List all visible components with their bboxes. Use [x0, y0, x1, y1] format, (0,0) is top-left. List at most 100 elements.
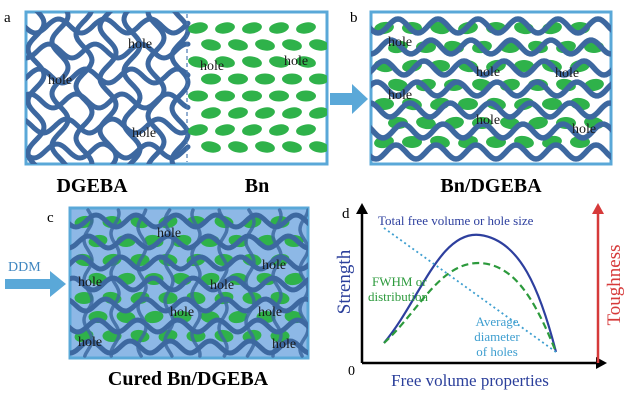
- bn-particle: [228, 310, 248, 324]
- hole-label: hole: [258, 305, 282, 320]
- dgeba-chain: [371, 121, 611, 141]
- bn-particle: [242, 22, 262, 34]
- bn-particle: [542, 98, 562, 110]
- bn-particle: [228, 73, 248, 85]
- dgeba-chain: [70, 317, 308, 335]
- dgeba-chain: [97, 12, 119, 164]
- dgeba-chain: [371, 58, 611, 78]
- avg-label-line2: diameter: [474, 329, 520, 344]
- caption-bn: Bn: [245, 175, 269, 197]
- hole-label: hole: [78, 335, 102, 350]
- bn-particle: [242, 56, 262, 68]
- bn-particle: [215, 22, 235, 34]
- hole-label: hole: [476, 65, 500, 80]
- hole-label: hole: [476, 113, 500, 128]
- panel-c: c DDM hole hole hole hole hole hole hole…: [5, 206, 310, 390]
- dgeba-chain: [70, 233, 308, 251]
- panel-d-label: d: [342, 206, 350, 222]
- panel-a-hole-labels: hole hole hole hole hole: [48, 37, 308, 141]
- bn-particle: [215, 124, 235, 136]
- fwhm-label-line2: distribution: [368, 289, 428, 304]
- bn-particle: [228, 107, 248, 119]
- bn-particle: [296, 90, 316, 102]
- crosslink-network: [82, 208, 308, 358]
- crosslink-chain: [136, 208, 148, 358]
- bn-particle: [201, 39, 221, 51]
- panel-a: a hole hole hole hole hole DGEBA Bn: [4, 10, 329, 197]
- dgeba-network: [371, 16, 611, 162]
- bn-particles: [188, 22, 327, 153]
- dgeba-chain: [73, 12, 95, 164]
- total-free-volume-curve: [383, 233, 558, 353]
- bn-particle: [309, 141, 327, 153]
- fwhm-label-line1: FWHM or: [372, 274, 427, 289]
- toughness-arrowhead: [592, 203, 604, 214]
- panel-c-hole-labels: hole hole hole hole hole hole hole hole: [78, 226, 296, 352]
- dgeba-network: [70, 212, 308, 356]
- bn-particle: [188, 124, 208, 136]
- dgeba-chain: [145, 12, 167, 164]
- bn-particle: [282, 141, 302, 153]
- bn-particle: [228, 39, 248, 51]
- dgeba-chain: [371, 16, 611, 36]
- bn-particle: [201, 73, 221, 85]
- panel-b-hole-labels: hole hole hole hole hole hole: [388, 35, 596, 137]
- bn-particle: [269, 124, 289, 136]
- hole-label: hole: [48, 73, 72, 88]
- hole-label: hole: [200, 59, 224, 74]
- ddm-arrow: DDM: [5, 260, 66, 297]
- panel-d: d 0 Free volume properties Strength Toug…: [334, 203, 625, 390]
- bn-particle: [309, 39, 327, 51]
- crosslink-chain: [163, 208, 175, 358]
- bn-particle: [116, 310, 136, 324]
- crosslink-chain: [82, 208, 94, 358]
- bn-particle: [255, 39, 275, 51]
- axes: [356, 203, 607, 369]
- dgeba-chain: [371, 100, 611, 120]
- dgeba-chain: [371, 37, 611, 57]
- avg-label-line3: of holes: [476, 344, 518, 359]
- bn-particle: [144, 310, 164, 324]
- hole-label: hole: [170, 305, 194, 320]
- bn-particle: [228, 141, 248, 153]
- crosslink-chain: [298, 208, 308, 358]
- bn-particle: [215, 56, 235, 68]
- y-axis-arrowhead: [356, 203, 368, 214]
- bn-particle: [158, 292, 178, 304]
- bn-particle: [255, 73, 275, 85]
- dgeba-chain: [371, 142, 611, 162]
- panel-b: b hole hole hole hole hole hole Bn/DGEBA: [350, 10, 613, 197]
- bn-particle: [296, 22, 316, 34]
- bn-particle: [269, 90, 289, 102]
- hole-label: hole: [555, 66, 579, 81]
- caption-dgeba: DGEBA: [56, 175, 128, 197]
- avg-label-line1: Average: [475, 314, 518, 329]
- bn-particle: [242, 90, 262, 102]
- bn-particle: [282, 39, 302, 51]
- dgeba-network: [26, 12, 191, 164]
- bn-particle: [255, 141, 275, 153]
- crosslink-chain: [244, 208, 256, 358]
- dgeba-chain: [169, 12, 191, 164]
- bn-particle: [282, 107, 302, 119]
- bn-particle: [416, 116, 436, 130]
- crosslink-chain: [109, 208, 121, 358]
- panel-b-label: b: [350, 10, 358, 26]
- total-free-volume-label: Total free volume or hole size: [378, 213, 534, 228]
- bn-particle: [242, 124, 262, 136]
- origin-label: 0: [348, 364, 355, 379]
- caption-bn-dgeba: Bn/DGEBA: [440, 175, 542, 197]
- bn-particle: [188, 22, 208, 34]
- bn-particle: [269, 56, 289, 68]
- dgeba-chain: [371, 79, 611, 99]
- bn-particle: [74, 292, 94, 304]
- hole-label: hole: [388, 88, 412, 103]
- x-axis-label: Free volume properties: [391, 371, 549, 390]
- bn-particle: [528, 116, 548, 130]
- panel-a-label: a: [4, 10, 11, 26]
- bn-particle: [215, 90, 235, 102]
- bn-particle: [284, 272, 304, 286]
- bn-particle: [296, 124, 316, 136]
- crosslink-chain: [271, 208, 283, 358]
